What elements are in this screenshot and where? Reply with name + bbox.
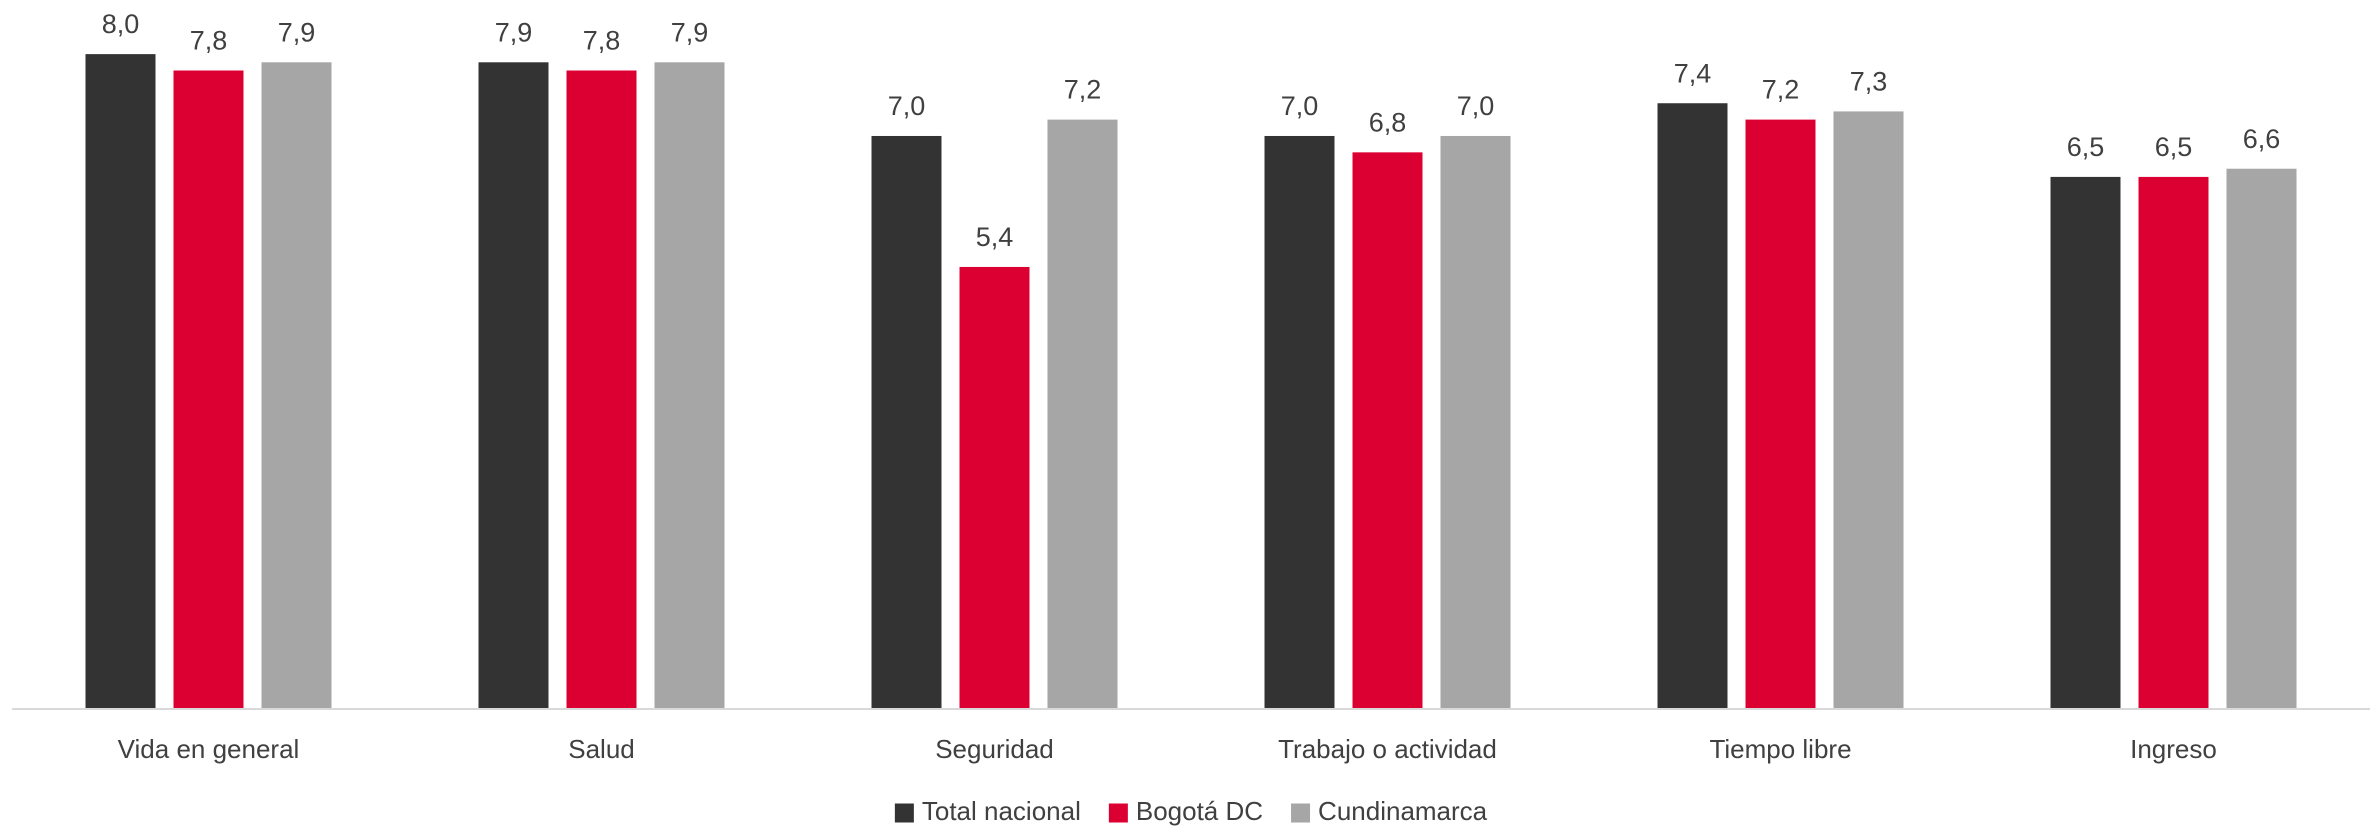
data-label: 6,5 bbox=[2067, 132, 2105, 162]
data-label: 6,5 bbox=[2155, 132, 2193, 162]
bar bbox=[2226, 168, 2297, 709]
data-label: 7,4 bbox=[1674, 58, 1712, 88]
data-label: 6,6 bbox=[2243, 124, 2281, 154]
legend-swatch bbox=[1291, 803, 1311, 823]
bar bbox=[2050, 176, 2121, 709]
data-label: 7,0 bbox=[1281, 91, 1319, 121]
bar bbox=[1833, 111, 1904, 710]
x-tick-label: Tiempo libre bbox=[1709, 734, 1851, 764]
legend-label: Cundinamarca bbox=[1318, 796, 1488, 826]
bar bbox=[261, 62, 332, 710]
x-tick-label: Salud bbox=[568, 734, 635, 764]
bar bbox=[1352, 152, 1423, 710]
data-label: 7,0 bbox=[1457, 91, 1495, 121]
x-tick-label: Ingreso bbox=[2130, 734, 2217, 764]
bar bbox=[1745, 119, 1816, 709]
bar bbox=[173, 70, 244, 709]
legend-label: Bogotá DC bbox=[1136, 796, 1263, 826]
data-label: 5,4 bbox=[976, 222, 1014, 252]
bar bbox=[478, 62, 549, 710]
data-label: 7,9 bbox=[278, 17, 316, 47]
bar bbox=[1657, 103, 1728, 710]
bar bbox=[85, 54, 156, 710]
data-label: 7,8 bbox=[583, 26, 621, 56]
data-label: 7,9 bbox=[671, 17, 709, 47]
bar bbox=[566, 70, 637, 709]
data-label: 8,0 bbox=[102, 9, 140, 39]
data-label: 6,8 bbox=[1369, 107, 1407, 137]
x-tick-label: Vida en general bbox=[118, 734, 300, 764]
x-tick-label: Trabajo o actividad bbox=[1278, 734, 1497, 764]
bar bbox=[871, 135, 942, 709]
legend-swatch bbox=[1108, 803, 1128, 823]
bar bbox=[2138, 176, 2209, 709]
legend-swatch bbox=[894, 803, 914, 823]
data-label: 7,2 bbox=[1762, 75, 1800, 105]
bar bbox=[1440, 135, 1511, 709]
bar bbox=[1264, 135, 1335, 709]
data-label: 7,9 bbox=[495, 17, 533, 47]
data-label: 7,8 bbox=[190, 26, 228, 56]
legend-label: Total nacional bbox=[922, 796, 1081, 826]
data-label: 7,3 bbox=[1850, 67, 1888, 97]
bar bbox=[959, 266, 1030, 709]
bar bbox=[654, 62, 725, 710]
bar bbox=[1047, 119, 1118, 709]
data-label: 7,2 bbox=[1064, 75, 1102, 105]
data-label: 7,0 bbox=[888, 91, 926, 121]
x-tick-label: Seguridad bbox=[935, 734, 1054, 764]
